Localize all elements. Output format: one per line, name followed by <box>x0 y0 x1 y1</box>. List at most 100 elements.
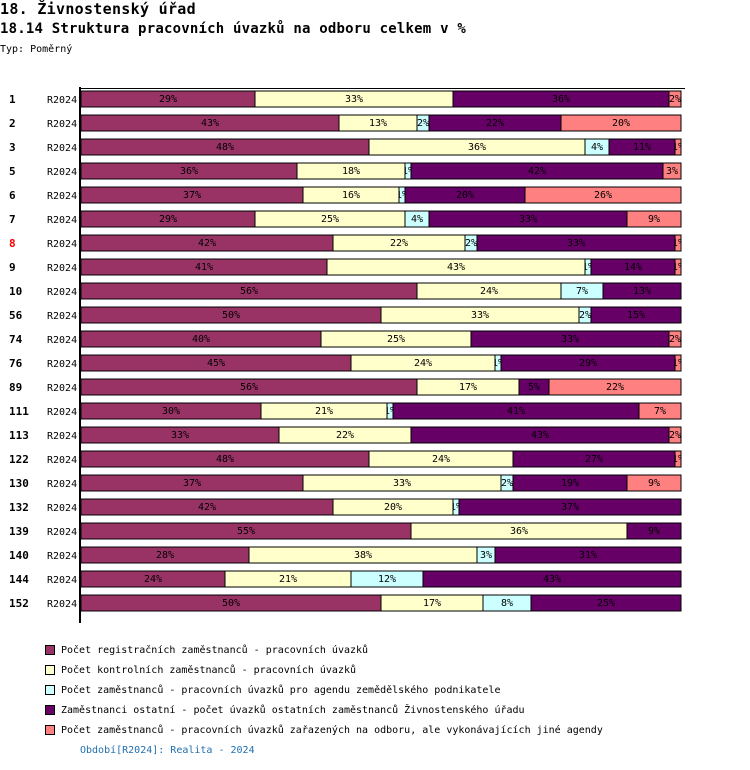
period-code-label: R2024 <box>47 503 77 514</box>
data-label: 37% <box>183 190 201 201</box>
category-label: 5 <box>9 165 16 178</box>
data-label: 42% <box>198 238 216 249</box>
data-label: 31% <box>579 550 597 561</box>
bar-row: 9 R2024 41% 43% 1% 14% 1% <box>9 258 682 276</box>
data-label: 4% <box>591 142 603 153</box>
period-code-label: R2024 <box>47 455 77 466</box>
data-label: 42% <box>528 166 546 177</box>
data-label: 33% <box>519 214 537 225</box>
bar-row: 2 R2024 43% 13% 2% 22% 20% <box>9 114 682 132</box>
bar-row: 6 R2024 37% 16% 1% 20% 26% <box>9 186 682 204</box>
data-label: 1% <box>672 142 684 153</box>
bar-row: 10 R2024 56% 24% 7% 13% <box>9 282 682 300</box>
data-label: 22% <box>606 382 624 393</box>
data-label: 1% <box>396 190 408 201</box>
period-code-label: R2024 <box>47 119 77 130</box>
data-label: 33% <box>561 334 579 345</box>
data-label: 33% <box>393 478 411 489</box>
period-code-label: R2024 <box>47 239 77 250</box>
data-label: 3% <box>666 166 678 177</box>
data-label: 36% <box>510 526 528 537</box>
bar-segment <box>638 402 682 420</box>
legend-item: Počet zaměstnanců - pracovních úvazků za… <box>45 720 603 740</box>
period-code-label: R2024 <box>47 215 77 226</box>
period-code-label: R2024 <box>47 287 77 298</box>
bar-segment <box>668 330 682 348</box>
bar-row: 8 R2024 42% 22% 2% 33% 1% <box>9 234 682 252</box>
data-label: 36% <box>468 142 486 153</box>
data-label: 20% <box>384 502 402 513</box>
data-label: 9% <box>648 214 660 225</box>
category-label: 3 <box>9 141 16 154</box>
data-label: 2% <box>417 118 429 129</box>
legend-label: Počet zaměstnanců - pracovních úvazků za… <box>61 724 603 736</box>
bar-segment <box>668 426 682 444</box>
category-label: 7 <box>9 213 16 226</box>
data-label: 48% <box>216 142 234 153</box>
bar-row: 140 R2024 28% 38% 3% 31% <box>9 546 682 564</box>
bar-segment <box>560 114 682 132</box>
data-label: 27% <box>585 454 603 465</box>
data-label: 12% <box>378 574 396 585</box>
category-label: 56 <box>9 309 23 322</box>
data-label: 1% <box>582 262 594 273</box>
data-label: 15% <box>627 310 645 321</box>
chart-legend: Počet registračních zaměstnanců - pracov… <box>45 640 603 740</box>
data-label: 26% <box>594 190 612 201</box>
category-label: 8 <box>9 237 16 250</box>
data-label: 38% <box>354 550 372 561</box>
data-label: 43% <box>447 262 465 273</box>
data-label: 1% <box>672 454 684 465</box>
data-label: 16% <box>342 190 360 201</box>
data-label: 21% <box>315 406 333 417</box>
category-label: 76 <box>9 357 23 370</box>
period-code-label: R2024 <box>47 191 77 202</box>
category-label: 140 <box>9 549 29 562</box>
data-label: 41% <box>507 406 525 417</box>
bar-row: 56 R2024 50% 33% 2% 15% <box>9 306 682 324</box>
bar-segment <box>530 594 682 612</box>
category-label: 130 <box>9 477 29 490</box>
data-label: 42% <box>198 502 216 513</box>
legend-item: Počet zaměstnanců - pracovních úvazků pr… <box>45 680 603 700</box>
data-label: 1% <box>672 358 684 369</box>
data-label: 24% <box>480 286 498 297</box>
data-label: 29% <box>159 94 177 105</box>
data-label: 3% <box>480 550 492 561</box>
data-label: 50% <box>222 310 240 321</box>
legend-item: Zaměstnanci ostatní - počet úvazků ostat… <box>45 700 603 720</box>
data-label: 20% <box>612 118 630 129</box>
category-label: 10 <box>9 285 22 298</box>
data-label: 7% <box>654 406 666 417</box>
bar-segment <box>626 210 682 228</box>
legend-swatch <box>45 685 55 695</box>
bar-segment <box>458 498 682 516</box>
data-label: 40% <box>192 334 210 345</box>
bar-row: 5 R2024 36% 18% 1% 42% 3% <box>9 162 682 180</box>
category-label: 6 <box>9 189 16 202</box>
data-label: 13% <box>369 118 387 129</box>
category-label: 2 <box>9 117 16 130</box>
data-label: 25% <box>597 598 615 609</box>
data-label: 22% <box>486 118 504 129</box>
data-label: 33% <box>471 310 489 321</box>
bar-segment <box>626 522 682 540</box>
data-label: 18% <box>342 166 360 177</box>
data-label: 1% <box>384 406 396 417</box>
bar-row: 3 R2024 48% 36% 4% 11% 1% <box>9 138 684 156</box>
data-label: 29% <box>159 214 177 225</box>
bar-row: 89 R2024 56% 17% 5% 22% <box>9 378 682 396</box>
data-label: 2% <box>465 238 477 249</box>
bar-segment <box>548 378 682 396</box>
data-label: 2% <box>669 334 681 345</box>
data-label: 19% <box>561 478 579 489</box>
bar-row: 76 R2024 45% 24% 1% 29% 1% <box>9 354 684 372</box>
data-label: 28% <box>156 550 174 561</box>
period-code-label: R2024 <box>47 143 77 154</box>
data-label: 2% <box>579 310 591 321</box>
period-code-label: R2024 <box>47 311 77 322</box>
category-label: 111 <box>9 405 29 418</box>
bar-segment <box>626 474 682 492</box>
legend-label: Zaměstnanci ostatní - počet úvazků ostat… <box>61 704 525 716</box>
bar-segment <box>674 258 682 276</box>
